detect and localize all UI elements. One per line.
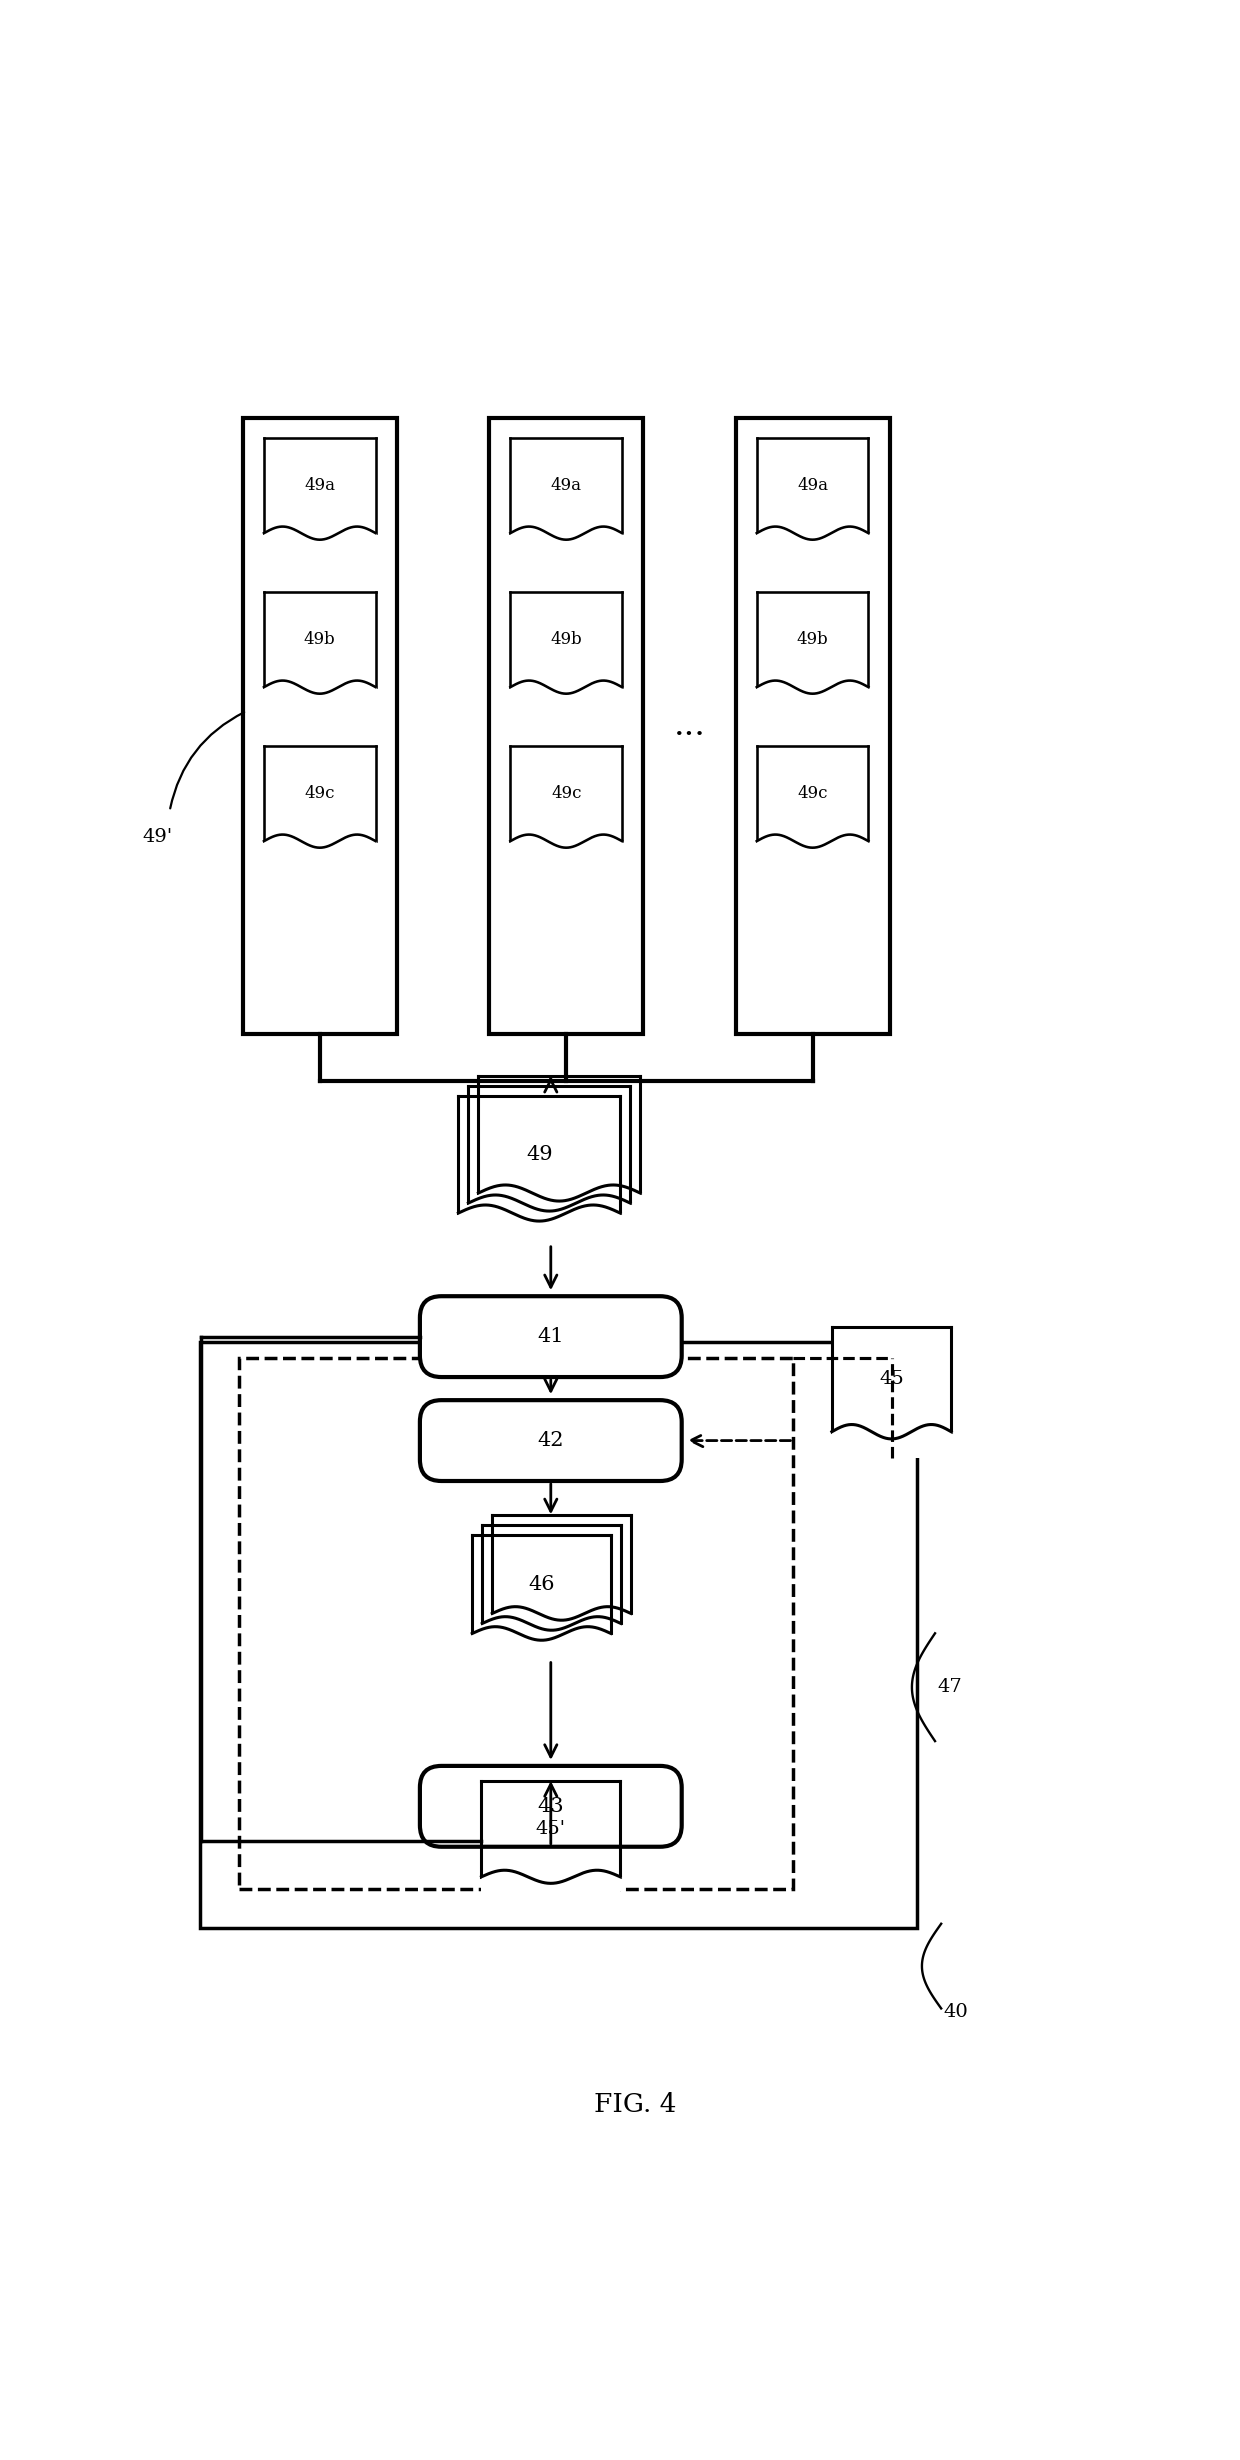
Bar xyxy=(490,418,644,1033)
Text: 42: 42 xyxy=(538,1432,564,1449)
Polygon shape xyxy=(482,1525,621,1648)
Polygon shape xyxy=(756,438,868,556)
FancyBboxPatch shape xyxy=(420,1400,682,1481)
Polygon shape xyxy=(756,593,868,711)
Polygon shape xyxy=(472,1535,611,1658)
FancyBboxPatch shape xyxy=(420,1766,682,1847)
Text: 49: 49 xyxy=(526,1144,553,1164)
Text: 43: 43 xyxy=(537,1796,564,1815)
FancyBboxPatch shape xyxy=(420,1296,682,1378)
Polygon shape xyxy=(832,1326,951,1459)
Text: 49a: 49a xyxy=(304,477,335,494)
Text: 40: 40 xyxy=(944,2002,968,2022)
Text: 49a: 49a xyxy=(551,477,582,494)
Bar xyxy=(735,418,889,1033)
Polygon shape xyxy=(264,438,376,556)
Bar xyxy=(239,1358,794,1889)
Text: 49': 49' xyxy=(143,829,172,846)
Text: 46: 46 xyxy=(528,1574,554,1594)
Text: 49c: 49c xyxy=(797,785,828,802)
Text: 49c: 49c xyxy=(305,785,335,802)
Polygon shape xyxy=(469,1085,630,1232)
Text: 49b: 49b xyxy=(797,630,828,647)
Polygon shape xyxy=(511,593,622,711)
Text: 49a: 49a xyxy=(797,477,828,494)
Text: 45': 45' xyxy=(536,1820,565,1838)
Polygon shape xyxy=(756,745,868,866)
Polygon shape xyxy=(481,1781,620,1902)
Text: 49b: 49b xyxy=(551,630,582,647)
Text: 47: 47 xyxy=(937,1678,962,1697)
Polygon shape xyxy=(479,1075,640,1223)
Bar xyxy=(243,418,397,1033)
Text: 45: 45 xyxy=(879,1370,904,1387)
Polygon shape xyxy=(264,593,376,711)
Polygon shape xyxy=(511,745,622,866)
Polygon shape xyxy=(492,1515,631,1638)
Text: FIG. 4: FIG. 4 xyxy=(594,2091,677,2118)
Text: ...: ... xyxy=(673,711,706,743)
Polygon shape xyxy=(264,745,376,866)
Text: 41: 41 xyxy=(537,1326,564,1346)
Bar xyxy=(201,1343,916,1929)
Text: 49c: 49c xyxy=(551,785,582,802)
Polygon shape xyxy=(511,438,622,556)
Text: 49b: 49b xyxy=(304,630,336,647)
Polygon shape xyxy=(459,1097,620,1242)
